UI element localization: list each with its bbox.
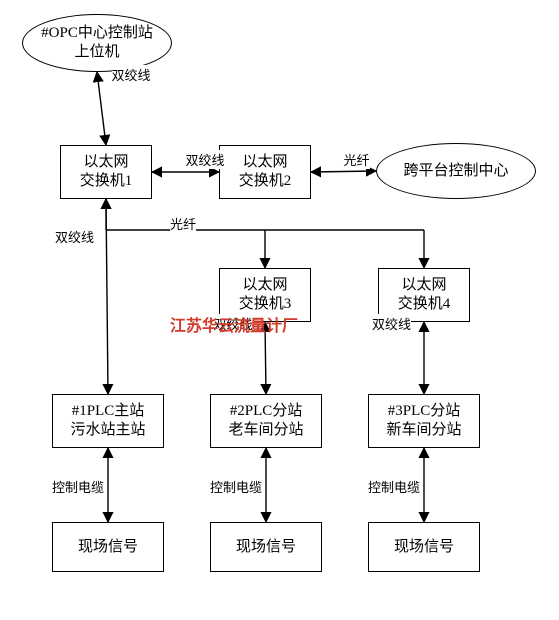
node-plc3: #3PLC分站 新车间分站 bbox=[368, 394, 480, 448]
edge-label: 控制电缆 bbox=[210, 477, 262, 496]
edge-label: 双绞线 bbox=[112, 65, 151, 84]
node-sw2: 以太网 交换机2 bbox=[219, 145, 311, 199]
edge-label: 控制电缆 bbox=[368, 477, 420, 496]
node-sig1: 现场信号 bbox=[52, 522, 164, 572]
network-diagram: #OPC中心控制站 上位机以太网 交换机1以太网 交换机2跨平台控制中心以太网 … bbox=[0, 0, 559, 620]
node-sig2: 现场信号 bbox=[210, 522, 322, 572]
edge-label: 双绞线 bbox=[55, 227, 94, 246]
node-plc2: #2PLC分站 老车间分站 bbox=[210, 394, 322, 448]
node-plc1: #1PLC主站 污水站主站 bbox=[52, 394, 164, 448]
edge-label: 光纤 bbox=[344, 150, 370, 169]
node-cross: 跨平台控制中心 bbox=[376, 143, 536, 199]
node-opc: #OPC中心控制站 上位机 bbox=[22, 14, 172, 72]
bus-label: 光纤 bbox=[170, 214, 196, 233]
edge-label: 双绞线 bbox=[372, 314, 411, 333]
edge-label: 双绞线 bbox=[214, 314, 253, 333]
node-sig3: 现场信号 bbox=[368, 522, 480, 572]
edge-label: 控制电缆 bbox=[52, 477, 104, 496]
edge-label: 双绞线 bbox=[186, 150, 225, 169]
node-sw1: 以太网 交换机1 bbox=[60, 145, 152, 199]
